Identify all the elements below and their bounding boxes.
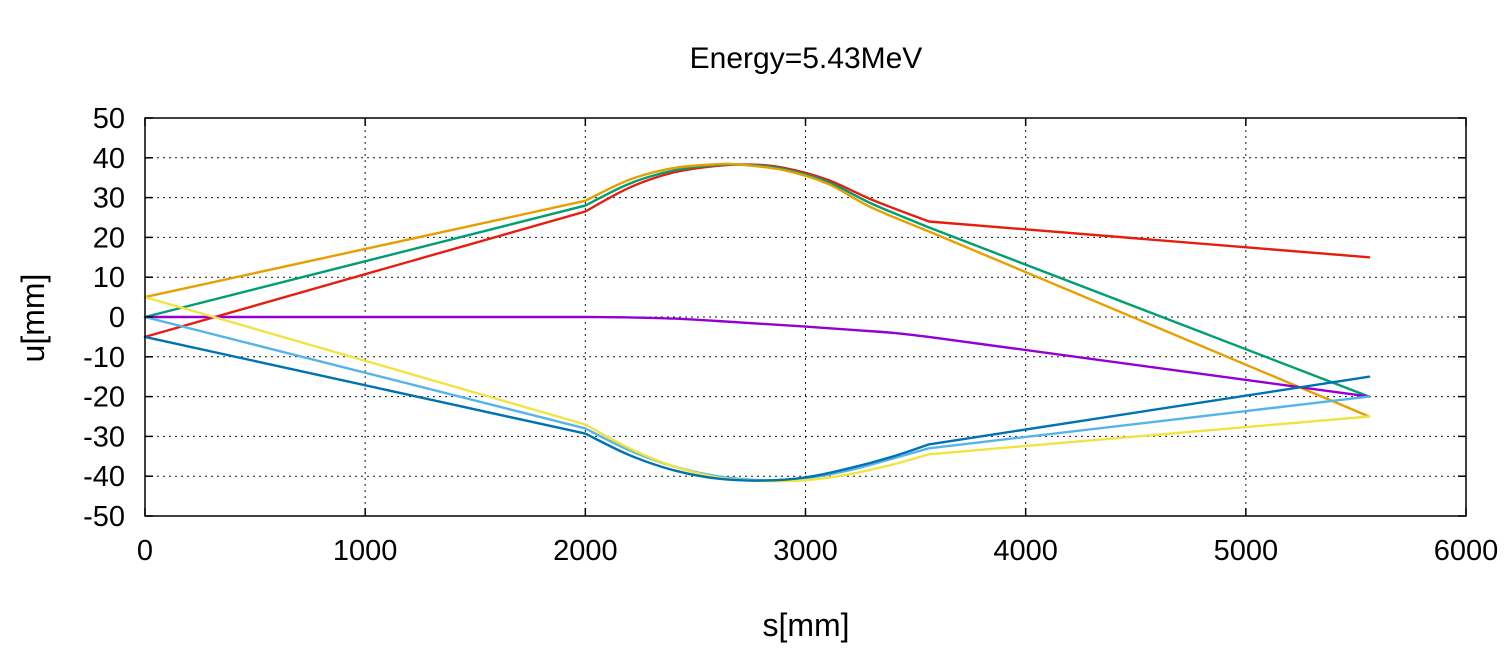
y-tick-label: -20 <box>83 382 125 414</box>
y-tick-label: 50 <box>93 103 125 135</box>
x-tick-label: 3000 <box>773 535 838 567</box>
y-tick-labels: 50 40 30 20 10 0 -10 -20 -30 -40 -50 <box>83 103 125 533</box>
y-axis-label: u[mm] <box>15 274 51 363</box>
y-tick-label: -30 <box>83 421 125 453</box>
y-tick-label: 10 <box>93 262 125 294</box>
y-tick-label: -10 <box>83 342 125 374</box>
series-line-7 <box>143 335 1371 482</box>
x-tick-label: 4000 <box>993 535 1058 567</box>
y-tick-label: 0 <box>109 302 125 334</box>
series-line-2 <box>143 163 1371 398</box>
x-tick-label: 5000 <box>1214 535 1279 567</box>
series-layer <box>143 162 1371 483</box>
x-tick-label: 2000 <box>553 535 618 567</box>
series-line-4 <box>143 315 1371 398</box>
y-tick-label: 30 <box>93 183 125 215</box>
series-line-1 <box>143 163 1371 339</box>
y-tick-label: 40 <box>93 143 125 175</box>
y-tick-label: 20 <box>93 222 125 254</box>
y-tick-label: -40 <box>83 461 125 493</box>
x-axis-label: s[mm] <box>762 607 849 643</box>
x-tick-labels: 0 1000 2000 3000 4000 5000 6000 <box>137 535 1498 567</box>
series-line-3 <box>143 162 1371 418</box>
series-line-5 <box>143 315 1371 482</box>
x-tick-label: 0 <box>137 535 153 567</box>
ticks <box>144 117 1467 517</box>
x-tick-label: 1000 <box>333 535 398 567</box>
x-tick-label: 6000 <box>1434 535 1499 567</box>
y-tick-label: -50 <box>83 501 125 533</box>
chart-title: Energy=5.43MeV <box>690 42 923 75</box>
